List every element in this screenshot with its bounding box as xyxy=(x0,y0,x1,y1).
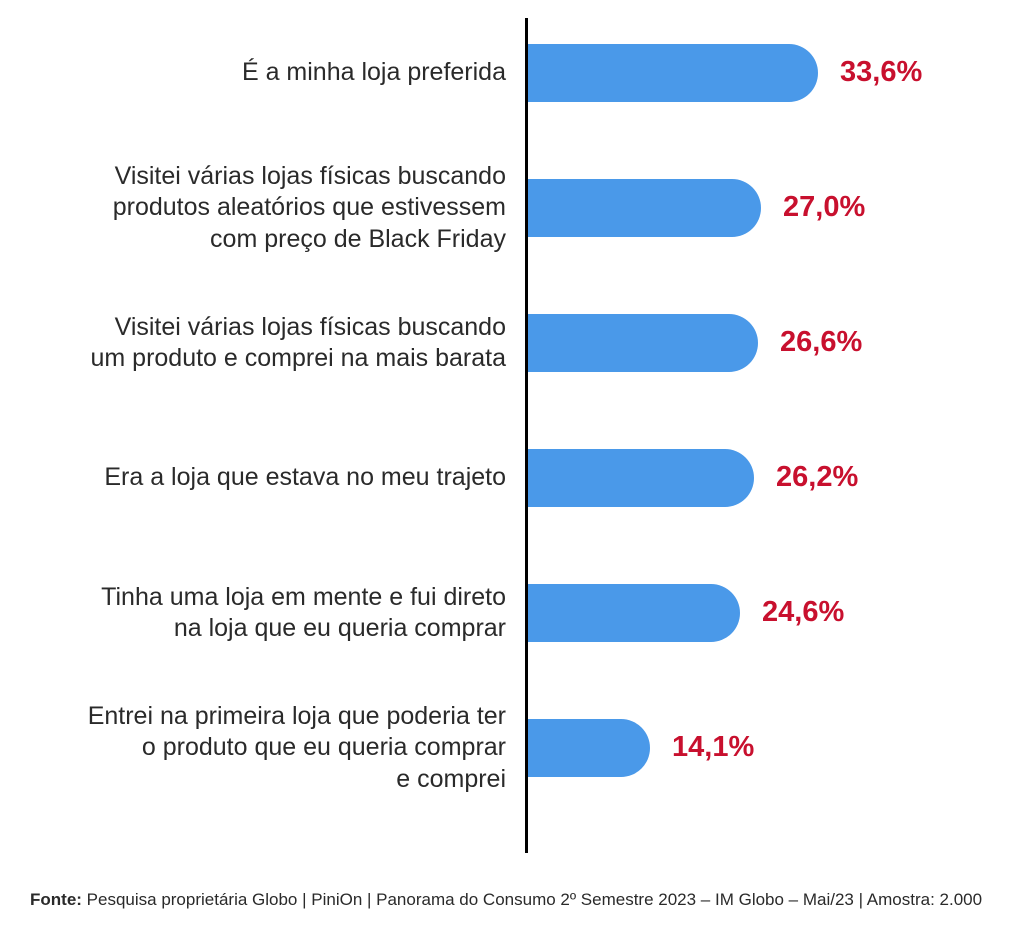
category-label: Entrei na primeira loja que poderia tero… xyxy=(0,701,506,795)
value-label: 33,6% xyxy=(840,56,922,89)
bar xyxy=(528,314,758,372)
bar-chart: É a minha loja preferida 33,6% Visitei vár… xyxy=(0,0,1024,927)
bar xyxy=(528,584,740,642)
value-label: 27,0% xyxy=(783,191,865,224)
category-label: Visitei várias lojas físicas buscandoum … xyxy=(0,312,506,375)
value-label: 24,6% xyxy=(762,596,844,629)
bar xyxy=(528,44,818,102)
category-label: É a minha loja preferida xyxy=(0,57,506,88)
category-label: Era a loja que estava no meu trajeto xyxy=(0,462,506,493)
bar xyxy=(528,179,761,237)
chart-source-footer: Fonte: Pesquisa proprietária Globo | Pin… xyxy=(30,890,982,910)
value-label: 26,6% xyxy=(780,326,862,359)
bar xyxy=(528,449,754,507)
bar xyxy=(528,719,650,777)
footer-text: Pesquisa proprietária Globo | PiniOn | P… xyxy=(87,890,982,909)
value-label: 26,2% xyxy=(776,461,858,494)
category-label: Visitei várias lojas físicas buscandopro… xyxy=(0,161,506,255)
category-label: Tinha uma loja em mente e fui diretona l… xyxy=(0,582,506,645)
footer-prefix: Fonte: xyxy=(30,890,87,909)
value-label: 14,1% xyxy=(672,731,754,764)
